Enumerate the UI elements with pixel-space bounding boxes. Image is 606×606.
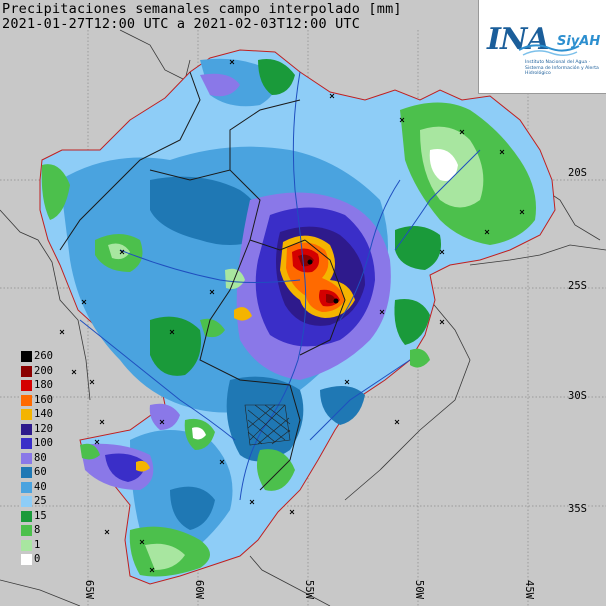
precip-low xyxy=(41,59,536,577)
legend-swatch xyxy=(21,365,32,377)
precip-peak xyxy=(136,235,355,472)
legend-label: 60 xyxy=(34,466,47,478)
lon-label-60w: 60W xyxy=(193,580,205,599)
legend-swatch xyxy=(21,351,32,362)
legend-swatch xyxy=(21,510,32,522)
map-date-range: 2021-01-27T12:00 UTC a 2021-02-03T12:00 … xyxy=(2,16,361,32)
legend-swatch xyxy=(21,423,32,435)
hatch-area xyxy=(244,404,291,446)
legend-label: 80 xyxy=(34,451,47,464)
legend-label: 40 xyxy=(34,480,47,493)
lon-label-45w: 45W xyxy=(523,580,535,599)
logo-sub-text: SiyAH xyxy=(557,34,601,49)
legend-label: 100 xyxy=(34,437,53,449)
legend-label: 25 xyxy=(34,495,47,507)
legend-swatch xyxy=(21,525,32,536)
legend-swatch xyxy=(21,554,32,565)
legend-swatch xyxy=(21,380,32,391)
legend-swatch xyxy=(21,496,32,507)
precip-60 xyxy=(150,176,365,530)
legend-label: 0 xyxy=(34,553,41,565)
legend-label: 160 xyxy=(34,393,53,406)
legend-label: 120 xyxy=(34,422,53,435)
ina-siyah-logo: INA SiyAH Instituto Nacional del Agua · … xyxy=(478,0,606,94)
station-markers xyxy=(59,59,525,573)
lat-label-20s: 20S xyxy=(568,167,587,179)
internal-borders xyxy=(59,71,346,491)
legend-swatch xyxy=(21,452,32,464)
legend-swatch xyxy=(21,438,32,449)
logo-caption: Instituto Nacional del Agua · Sistema de… xyxy=(525,60,599,76)
legend-label: 140 xyxy=(34,408,53,420)
legend-swatch xyxy=(21,467,32,478)
legend-swatch xyxy=(21,394,32,406)
legend-label: 8 xyxy=(34,524,41,536)
lon-label-50w: 50W xyxy=(413,580,425,599)
lat-label-30s: 30S xyxy=(568,390,587,402)
legend-swatch xyxy=(21,481,32,493)
lon-label-55w: 55W xyxy=(303,580,315,599)
rivers xyxy=(79,71,481,501)
map-title: Precipitaciones semanales campo interpol… xyxy=(2,1,402,17)
legend-label: 260 xyxy=(34,350,53,362)
legend-swatch xyxy=(21,409,32,420)
wave-icon xyxy=(518,44,580,56)
lon-label-65w: 65W xyxy=(83,580,95,599)
lat-label-25s: 25S xyxy=(568,280,587,292)
legend-label: 180 xyxy=(34,379,53,391)
legend-label: 200 xyxy=(34,364,53,377)
legend-label: 15 xyxy=(34,509,47,522)
legend-swatch xyxy=(21,539,32,551)
legend-label: 1 xyxy=(34,538,41,551)
lat-label-35s: 35S xyxy=(568,503,587,515)
